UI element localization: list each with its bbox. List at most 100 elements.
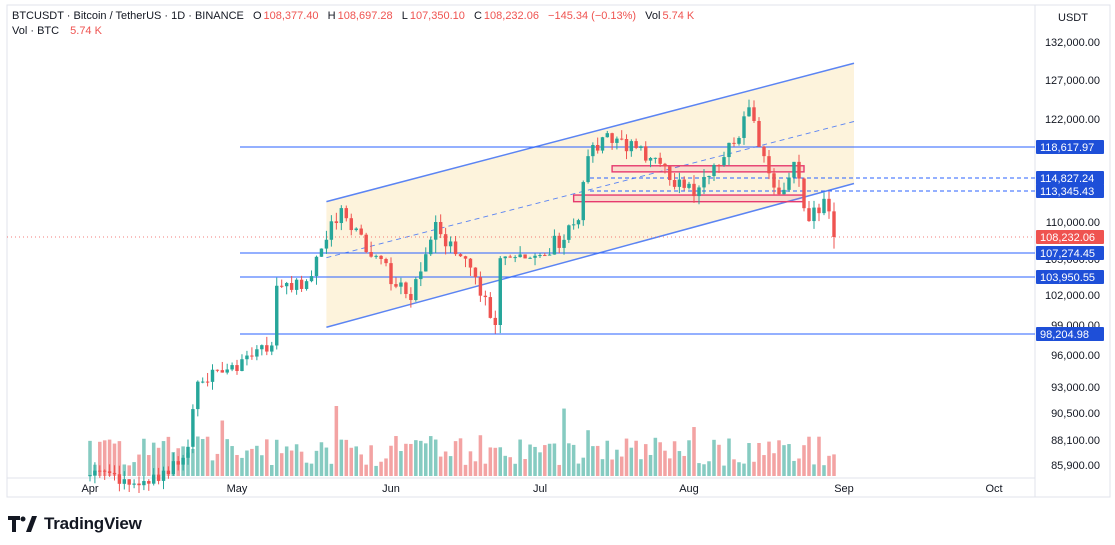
time-tick-label: Jun (382, 483, 400, 495)
price-tick-label: 88,100.00 (1051, 435, 1100, 447)
open-value: 108,377.40 (263, 10, 319, 22)
volume-indicator-value: 5.74 K (70, 25, 102, 37)
candle-body (653, 157, 658, 159)
volume-bar (634, 440, 638, 476)
candle-body (448, 241, 453, 247)
volume-bar (523, 459, 527, 476)
price-label-text: 103,950.55 (1040, 272, 1095, 284)
volume-bar (702, 464, 706, 476)
candle-body (319, 248, 324, 257)
candle-body (151, 474, 156, 484)
volume-bar (782, 445, 786, 476)
candle-body (137, 483, 141, 486)
candle-body (250, 355, 254, 357)
candle-body (478, 277, 483, 296)
candle-body (523, 254, 527, 259)
candle-body (552, 235, 557, 255)
volume-bar (653, 437, 658, 476)
volume-bar (595, 445, 600, 476)
volume-bar (787, 444, 791, 476)
candle-body (102, 470, 107, 472)
channel-upper-line (326, 62, 855, 203)
candle-body (600, 137, 605, 151)
volume-bar (797, 458, 801, 476)
channel-mid-line (326, 120, 855, 259)
volume-bar (586, 430, 590, 476)
currency-label: USDT (1058, 12, 1088, 24)
price-tick-label: 122,000.00 (1045, 114, 1100, 126)
time-tick-label: Apr (81, 483, 98, 495)
volume-bar (279, 453, 284, 476)
close-label: C (473, 10, 482, 22)
brand-name: TradingView (44, 514, 142, 533)
candle-body (394, 284, 398, 287)
candle-body (186, 446, 190, 458)
high-label: H (327, 10, 336, 22)
candle-body (605, 133, 610, 138)
volume-bar (196, 436, 200, 476)
volume-bar (200, 439, 205, 476)
brand[interactable]: TradingView (8, 514, 142, 534)
candle-body (230, 365, 234, 370)
candle-body (210, 369, 215, 382)
volume-bar (98, 441, 102, 476)
volume-bar (552, 443, 557, 476)
candle-body (339, 208, 344, 224)
candle-body (161, 470, 166, 481)
volume-bar (576, 463, 581, 476)
candle-body (610, 133, 614, 143)
candle-body (200, 381, 205, 383)
volume-bar (767, 441, 771, 476)
candle-body (777, 187, 781, 195)
candle-body (255, 349, 259, 357)
time-axis[interactable]: Apr May Jun Jul Aug Sep Oct (81, 483, 1002, 495)
price-label-text: 114,827.24 (1040, 173, 1094, 185)
candle-body (215, 369, 220, 371)
volume-bar (265, 439, 269, 476)
volume-bar (483, 463, 488, 476)
volume-bar (191, 448, 195, 476)
price-tick-label: 102,000.00 (1045, 290, 1100, 302)
volume-bar (717, 444, 721, 476)
candle-body (191, 409, 195, 447)
candle-body (697, 187, 701, 197)
candle-body (581, 182, 585, 221)
price-tick-label: 90,500.00 (1051, 408, 1100, 420)
volume-bar (747, 443, 751, 476)
volume-bar (443, 451, 448, 476)
candle-body (493, 317, 498, 325)
candle-body (117, 474, 122, 484)
candle-body (687, 183, 691, 188)
volume-bar (643, 444, 648, 476)
candle-body (399, 282, 403, 287)
candle-body (615, 138, 619, 143)
chart-border (6, 4, 1111, 498)
volume-bar (339, 439, 344, 476)
candle-body (463, 256, 468, 259)
candle-body (807, 208, 811, 222)
volume-bar (334, 406, 339, 476)
candle-body (171, 461, 176, 475)
candle-body (692, 183, 696, 197)
volume-bar (807, 436, 811, 476)
volume-bar (284, 446, 289, 476)
price-label-box (1036, 327, 1104, 341)
volume-bar (605, 440, 610, 476)
volume-bar (672, 441, 677, 476)
candle-body (225, 369, 229, 373)
volume-bar (374, 465, 378, 476)
volume-bar (404, 443, 408, 476)
candle-body (389, 263, 393, 285)
volume-indicator-label[interactable]: Vol · BTC (12, 25, 60, 37)
symbol-line[interactable]: BTCUSDT · Bitcoin / TetherUS · 1D · BINA… (12, 10, 244, 22)
price-axis[interactable]: 132,000.00 127,000.00 122,000.00 110,000.00… (1045, 37, 1100, 472)
volume-bar (235, 454, 239, 476)
volume-bar (488, 447, 493, 476)
price-tick-label: 93,000.00 (1051, 382, 1100, 394)
volume-bar (629, 447, 634, 476)
candle-body (513, 257, 517, 259)
volume-bar (802, 445, 806, 476)
volume-bar (557, 464, 561, 476)
candle-body (384, 259, 388, 264)
